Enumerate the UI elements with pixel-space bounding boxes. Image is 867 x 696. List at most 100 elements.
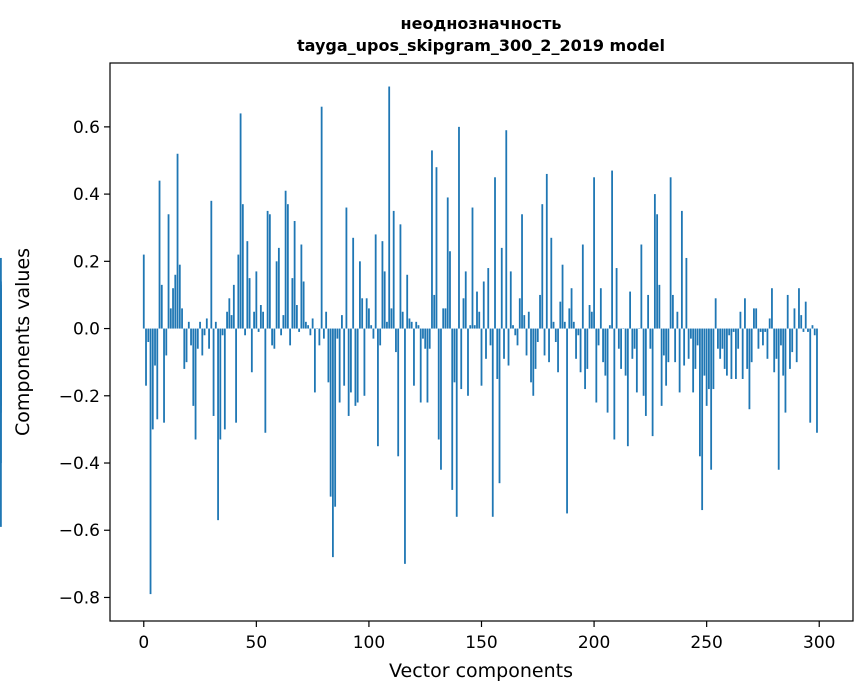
bar-139 bbox=[455, 328, 458, 517]
bar-undefined bbox=[0, 328, 2, 339]
bar-236 bbox=[674, 328, 677, 363]
bar-122 bbox=[417, 325, 420, 329]
bar-0 bbox=[142, 254, 145, 329]
bar-127 bbox=[428, 328, 431, 349]
bar-185 bbox=[559, 301, 562, 329]
x-tick-label: 150 bbox=[465, 633, 497, 653]
bar-210 bbox=[615, 268, 618, 329]
bar-278 bbox=[768, 318, 771, 329]
bar-136 bbox=[449, 251, 451, 329]
bar-263 bbox=[735, 328, 737, 379]
bar-17 bbox=[181, 308, 183, 329]
bar-168 bbox=[521, 214, 523, 329]
bar-105 bbox=[379, 328, 382, 346]
bar-114 bbox=[399, 224, 402, 329]
bar-70 bbox=[300, 244, 303, 329]
bar-99 bbox=[365, 298, 368, 329]
y-axis-label: Components values bbox=[12, 248, 34, 436]
bar-217 bbox=[631, 328, 634, 359]
bar-269 bbox=[748, 328, 751, 410]
bar-138 bbox=[453, 328, 456, 383]
bar-undefined bbox=[0, 284, 2, 329]
bar-160 bbox=[503, 328, 505, 359]
bar-181 bbox=[550, 237, 553, 329]
bar-154 bbox=[489, 328, 492, 346]
bar-261 bbox=[730, 328, 733, 379]
bar-126 bbox=[426, 328, 429, 403]
bar-10 bbox=[165, 328, 168, 356]
bar-262 bbox=[732, 328, 735, 332]
bar-40 bbox=[232, 284, 235, 329]
bar-32 bbox=[214, 321, 217, 329]
bar-155 bbox=[491, 328, 494, 517]
chart-title-line-2: tayga_upos_skipgram_300_2_2019 model bbox=[297, 36, 665, 55]
bar-21 bbox=[190, 328, 192, 346]
bar-188 bbox=[566, 328, 568, 514]
bar-268 bbox=[746, 328, 749, 369]
bar-3 bbox=[149, 328, 152, 595]
bar-124 bbox=[422, 328, 424, 339]
bar-191 bbox=[572, 321, 575, 329]
bar-182 bbox=[552, 321, 555, 329]
bar-190 bbox=[570, 288, 573, 329]
bar-238 bbox=[678, 328, 681, 393]
bar-204 bbox=[602, 328, 604, 363]
bar-28 bbox=[205, 318, 208, 329]
bar-280 bbox=[773, 328, 776, 373]
bar-31 bbox=[212, 328, 215, 416]
bar-205 bbox=[604, 328, 607, 376]
bar-232 bbox=[665, 328, 668, 386]
bar-203 bbox=[599, 288, 602, 329]
bar-186 bbox=[561, 264, 564, 329]
bar-23 bbox=[194, 328, 197, 440]
bar-100 bbox=[368, 308, 370, 329]
bar-25 bbox=[199, 321, 201, 329]
bar-102 bbox=[372, 328, 375, 339]
bar-49 bbox=[253, 311, 255, 329]
bar-279 bbox=[771, 288, 773, 329]
bar-37 bbox=[226, 311, 228, 329]
y-axis-ticks: −0.8 −0.6 −0.4 −0.2 0.0 0.2 0.4 0.6 bbox=[59, 118, 110, 608]
bar-81 bbox=[325, 311, 328, 329]
bar-78 bbox=[318, 328, 321, 346]
bar-98 bbox=[363, 328, 366, 396]
bar-7 bbox=[158, 180, 161, 329]
x-tick-label: 300 bbox=[803, 633, 835, 653]
bar-41 bbox=[235, 328, 237, 423]
bar-157 bbox=[496, 328, 499, 379]
bar-196 bbox=[584, 328, 586, 390]
bar-129 bbox=[433, 294, 436, 329]
bar-57 bbox=[271, 328, 274, 346]
bar-225 bbox=[649, 328, 652, 349]
bar-294 bbox=[804, 301, 807, 329]
bar-2 bbox=[147, 328, 150, 342]
bar-137 bbox=[451, 328, 454, 490]
bar-272 bbox=[755, 308, 758, 329]
bar-86 bbox=[336, 328, 339, 339]
bar-162 bbox=[507, 328, 510, 366]
bar-214 bbox=[624, 328, 627, 376]
bar-97 bbox=[361, 298, 364, 329]
bar-101 bbox=[370, 325, 373, 329]
bar-282 bbox=[777, 328, 780, 470]
bar-80 bbox=[322, 328, 325, 339]
bar-116 bbox=[404, 328, 406, 564]
bar-71 bbox=[302, 281, 305, 329]
bar-85 bbox=[334, 328, 337, 507]
bar-299 bbox=[816, 328, 818, 433]
bar-84 bbox=[332, 328, 334, 558]
bar-18 bbox=[183, 328, 186, 369]
bar-112 bbox=[395, 328, 397, 353]
bar-20 bbox=[187, 321, 190, 329]
bar-229 bbox=[658, 284, 661, 329]
bar-230 bbox=[660, 328, 663, 406]
bar-297 bbox=[811, 325, 814, 329]
bar-111 bbox=[392, 210, 395, 329]
bar-46 bbox=[246, 241, 249, 329]
bar-5 bbox=[154, 328, 156, 366]
bar-149 bbox=[478, 311, 481, 329]
bar-295 bbox=[807, 328, 809, 332]
bar-289 bbox=[793, 308, 796, 329]
